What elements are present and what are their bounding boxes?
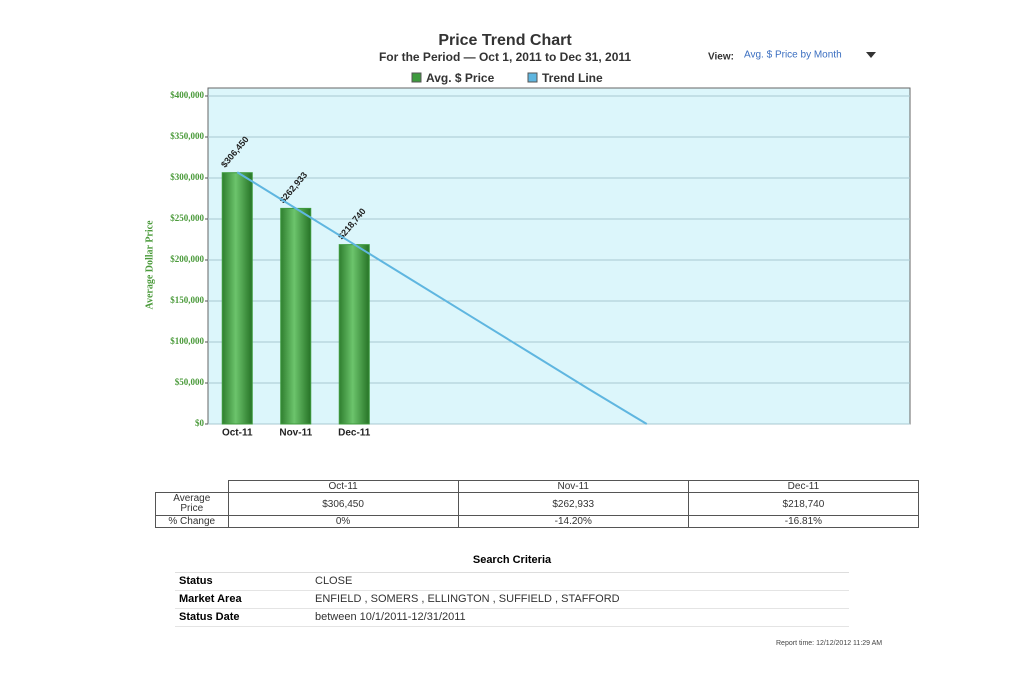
search-criteria: Search Criteria Status CLOSE Market Area E… — [175, 548, 849, 627]
col-header: Dec-11 — [687, 480, 920, 493]
chart: Price Trend Chart For the Period — Oct 1… — [144, 32, 911, 439]
y-tick-label: $50,000 — [175, 377, 205, 387]
x-tick-label: Nov-11 — [279, 428, 312, 439]
y-axis-label: Average Dollar Price — [144, 220, 155, 310]
y-tick-label: $200,000 — [170, 254, 204, 264]
criteria-value: between 10/1/2011-12/31/2011 — [315, 611, 466, 623]
criteria-row: Status CLOSE — [175, 573, 849, 591]
y-tick-label: $100,000 — [170, 336, 204, 346]
bar — [221, 172, 253, 425]
plot-area — [207, 87, 911, 425]
col-header: Nov-11 — [457, 480, 689, 493]
criteria-title: Search Criteria — [175, 548, 849, 573]
row-header: % Change — [155, 515, 229, 528]
row-header: Average Price — [155, 492, 229, 516]
cell: -16.81% — [687, 515, 920, 528]
criteria-value: CLOSE — [315, 575, 353, 587]
y-tick-label: $0 — [195, 418, 205, 428]
bar — [338, 244, 370, 425]
x-tick-label: Dec-11 — [338, 428, 371, 439]
criteria-value: ENFIELD , SOMERS , ELLINGTON , SUFFIELD … — [315, 593, 620, 605]
y-tick-label: $300,000 — [170, 172, 204, 182]
criteria-key: Status Date — [179, 611, 240, 623]
col-header: Oct-11 — [227, 480, 459, 493]
cell: $306,450 — [227, 492, 459, 516]
legend-label: Trend Line — [542, 71, 603, 85]
criteria-row: Market Area ENFIELD , SOMERS , ELLINGTON … — [175, 591, 849, 609]
x-tick-label: Oct-11 — [222, 428, 253, 439]
legend-label: Avg. $ Price — [426, 71, 495, 85]
data-table: Oct-11 Nov-11 Dec-11 Average Price $306,… — [155, 480, 920, 528]
y-tick-label: $150,000 — [170, 295, 204, 305]
legend-swatch — [411, 72, 422, 83]
criteria-key: Market Area — [179, 593, 242, 605]
legend-swatch — [527, 72, 538, 83]
trend-line — [236, 171, 648, 425]
report-time: Report time: 12/12/2012 11:29 AM — [776, 640, 883, 647]
cell: $262,933 — [457, 492, 689, 516]
cell: 0% — [227, 515, 459, 528]
y-tick-label: $250,000 — [170, 213, 204, 223]
view-label: View: — [708, 52, 734, 63]
cell: -14.20% — [457, 515, 689, 528]
view-select[interactable]: Avg. $ Price by Month — [744, 50, 842, 61]
chart-title: Price Trend Chart — [438, 32, 572, 49]
dropdown-arrow[interactable] — [866, 52, 876, 58]
bar — [280, 207, 312, 425]
y-tick-label: $400,000 — [170, 90, 204, 100]
chart-subtitle: For the Period — Oct 1, 2011 to Dec 31, … — [379, 50, 631, 64]
cell: $218,740 — [687, 492, 920, 516]
y-tick-label: $350,000 — [170, 131, 204, 141]
criteria-row: Status Date between 10/1/2011-12/31/2011 — [175, 609, 849, 627]
criteria-key: Status — [179, 575, 213, 587]
